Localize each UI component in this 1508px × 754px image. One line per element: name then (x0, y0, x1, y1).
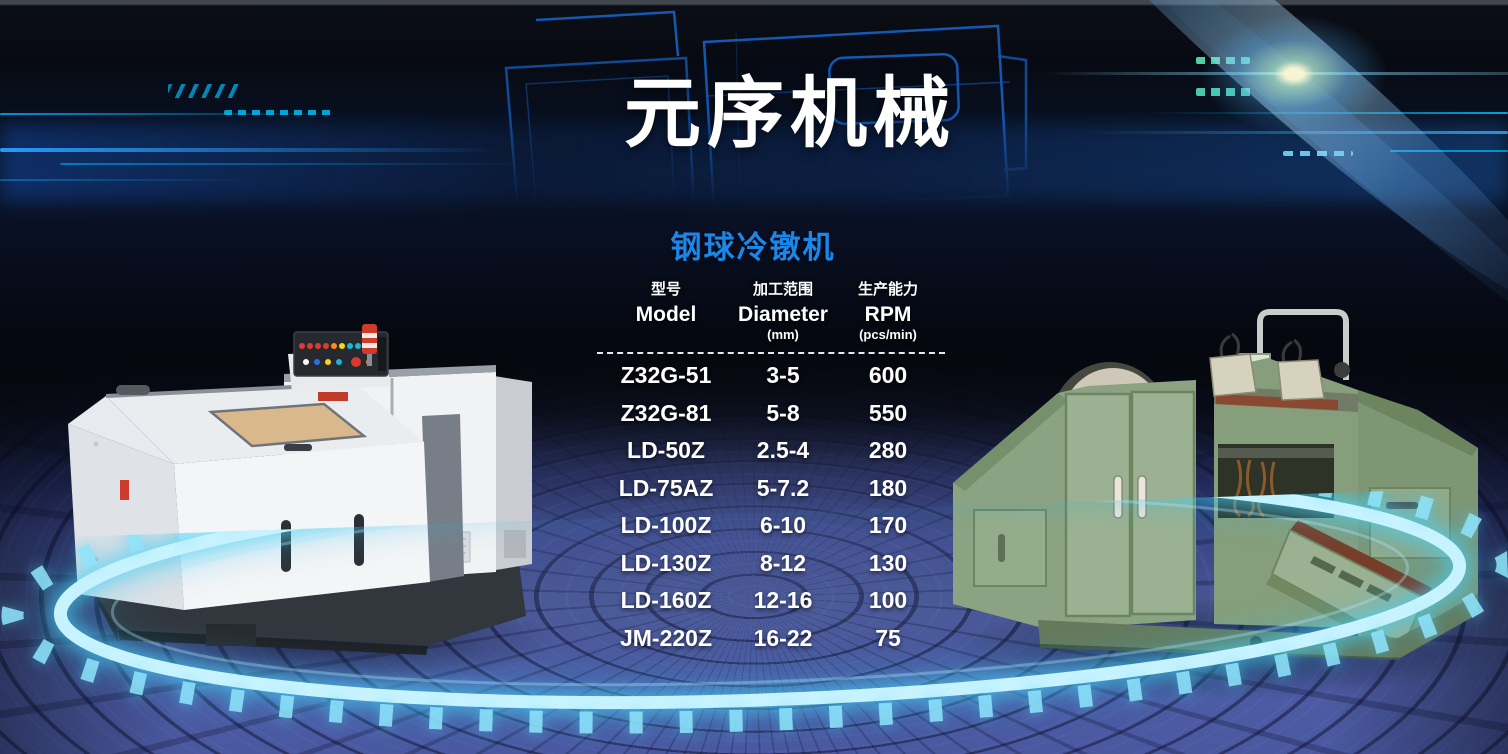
diameter-cell: 3-5 (766, 362, 800, 388)
rpm-cell: 100 (868, 587, 908, 613)
machine-blueprint-outline (478, 0, 1028, 214)
rpm-cell: 170 (868, 512, 908, 538)
rpm-cell: 280 (868, 437, 908, 463)
column-header-diameter: 加工范围 Diameter (mm) (683, 278, 883, 342)
green-cold-heading-machine (938, 298, 1498, 660)
rpm-cell: 130 (868, 549, 908, 576)
table-row: LD-50Z 2.5-4 280 (580, 432, 964, 470)
column-header-rpm: 生产能力 RPM (pcs/min) (788, 278, 988, 342)
tech-dashes (224, 110, 336, 115)
model-cell: Z32G-51 (620, 362, 712, 388)
column-label-en: Model (635, 303, 697, 326)
column-label-en: RPM (864, 303, 912, 326)
table-row: LD-160Z 12-16 100 (580, 582, 964, 620)
table-row: LD-130Z 8-12 130 (580, 545, 964, 583)
column-header-model: 型号 Model (566, 278, 766, 342)
table-body: Z32G-51 3-5 600 Z32G-81 5-8 550 LD-50Z 2… (580, 357, 964, 657)
table-row: LD-100Z 6-10 170 (580, 507, 964, 545)
column-label-zh: 加工范围 (752, 281, 813, 298)
tech-streak (0, 179, 260, 181)
rpm-cell: 550 (868, 399, 908, 426)
table-header: 型号 Model 加工范围 Diameter (mm) 生产能力 RPM (pc… (580, 278, 964, 352)
rpm-cell: 180 (868, 474, 908, 501)
tech-streak (0, 148, 500, 152)
column-label-en: Diameter (738, 303, 828, 326)
column-label-zh: 型号 (650, 281, 681, 298)
column-unit: (mm) (767, 327, 799, 342)
tech-streak (1390, 150, 1508, 152)
spec-table: 型号 Model 加工范围 Diameter (mm) 生产能力 RPM (pc… (580, 278, 964, 651)
tech-hatch (168, 84, 240, 98)
column-unit: (pcs/min) (859, 327, 917, 342)
table-row: Z32G-81 5-8 550 (580, 395, 964, 433)
diameter-cell: 5-8 (766, 399, 800, 426)
lens-flare (1164, 0, 1424, 156)
diameter-cell: 2.5-4 (756, 437, 810, 463)
column-label-zh: 生产能力 (857, 281, 918, 298)
table-row: LD-75AZ 5-7.2 180 (580, 470, 964, 508)
tech-streak (0, 113, 340, 115)
rpm-cell: 75 (875, 624, 901, 651)
tech-streak (60, 163, 530, 165)
table-row: JM-220Z 16-22 75 (580, 620, 964, 658)
rpm-cell: 600 (868, 362, 908, 388)
white-cold-heading-machine (56, 324, 536, 659)
table-row: Z32G-51 3-5 600 (580, 357, 964, 395)
page-title: 元序机械 (624, 71, 956, 157)
model-cell: LD-50Z (627, 437, 705, 463)
header-divider (597, 352, 945, 354)
page-subtitle: 钢球冷镦机 (670, 230, 836, 265)
model-cell: Z32G-81 (620, 399, 712, 426)
